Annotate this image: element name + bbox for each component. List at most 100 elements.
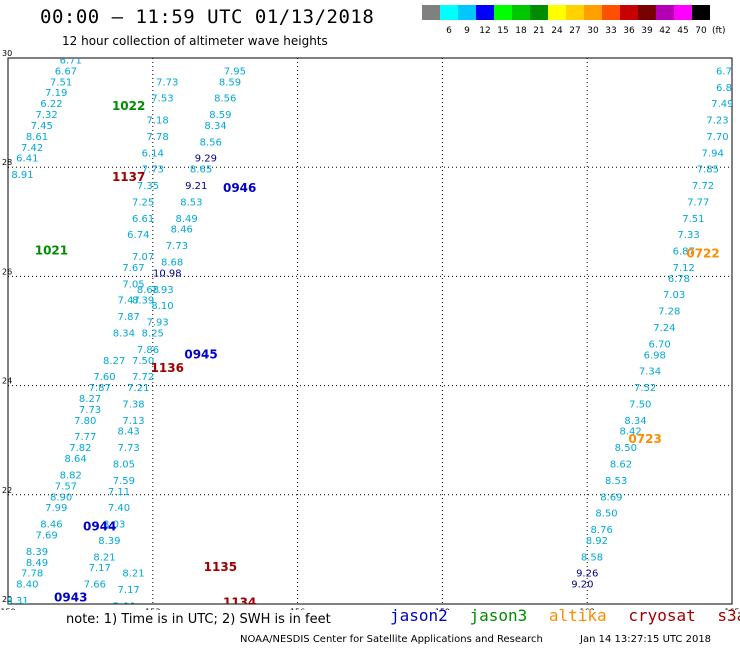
wave-height-value: 8.21: [93, 552, 115, 563]
wave-height-value: 7.72: [692, 181, 714, 192]
wave-height-value: 8.39: [132, 296, 154, 307]
wave-height-value: 7.28: [658, 307, 680, 318]
wave-height-value: 8.39: [26, 547, 48, 558]
page-subtitle: 12 hour collection of altimeter wave hei…: [62, 34, 328, 48]
wave-height-value: 8.76: [591, 525, 613, 536]
track-time-label: 0943: [54, 590, 87, 604]
colorbar-swatch: [656, 5, 674, 20]
legend-cryosat: cryosat: [628, 606, 696, 625]
x-tick-label: 153: [145, 608, 160, 610]
colorbar-swatch: [548, 5, 566, 20]
wave-height-value: 8.98: [243, 6, 265, 17]
wave-height-value: 7.13: [122, 416, 144, 427]
track-time-label: 1134: [223, 596, 256, 610]
colorbar-swatch: [674, 5, 692, 20]
wave-height-value: 7.73: [166, 241, 188, 252]
wave-height-value: 6.93: [64, 23, 86, 34]
wave-height-value: 8.10: [151, 301, 173, 312]
wave-height-value: 8.91: [11, 170, 33, 181]
wave-height-value: 6.61: [132, 214, 154, 225]
track-time-label: 0946: [223, 181, 256, 195]
colorbar-swatch: [440, 5, 458, 20]
wave-height-value: 7.38: [122, 399, 144, 410]
y-tick-label: 28: [2, 158, 12, 167]
wave-height-value: 8.69: [600, 492, 622, 503]
wave-height-value: 8.90: [50, 492, 72, 503]
wave-height-map: 1501531561591621652022242628308.318.407.…: [0, 0, 740, 610]
wave-height-value: 8.34: [113, 328, 135, 339]
colorbar-label: 24: [551, 26, 563, 36]
wave-height-value: 8.49: [175, 214, 197, 225]
wave-height-value: 7.24: [653, 323, 675, 334]
y-tick-label: 26: [2, 267, 12, 276]
colorbar-swatch: [566, 5, 584, 20]
colorbar-label: 36: [623, 26, 635, 36]
wave-height-value: 8.53: [605, 476, 627, 487]
wave-height-value: 7.17: [118, 585, 140, 596]
wave-height-value: 7.42: [21, 143, 43, 154]
wave-height-value: 8.05: [113, 460, 135, 471]
colorbar-label: 70: [695, 26, 707, 36]
wave-height-value: 8.59: [209, 110, 231, 121]
timestamp: Jan 14 13:27:15 UTC 2018: [580, 634, 712, 645]
wave-height-value: 7.73: [142, 165, 164, 176]
track-time-label: 1137: [112, 170, 145, 184]
wave-height-value: 6.74: [127, 230, 149, 241]
colorbar-label: 39: [641, 26, 653, 36]
wave-height-value: 6.14: [142, 148, 164, 159]
wave-height-value: 8.58: [581, 552, 603, 563]
wave-height-value: 7.17: [69, 6, 91, 17]
wave-height-value: 7.82: [69, 443, 91, 454]
wave-height-value: 7.66: [84, 580, 106, 591]
wave-height-value: 8.39: [98, 536, 120, 547]
wave-height-value: 7.59: [113, 476, 135, 487]
wave-height-value: 7.70: [706, 132, 728, 143]
wave-height-value: 8.68: [161, 257, 183, 268]
colorbar-swatch: [422, 5, 440, 20]
wave-height-value: 7.52: [634, 383, 656, 394]
wave-height-value: 7.40: [108, 503, 130, 514]
wave-height-value: 7.23: [706, 116, 728, 127]
colorbar-swatch: [584, 5, 602, 20]
colorbar-label: 18: [515, 26, 527, 36]
wave-height-value: 8.82: [60, 470, 82, 481]
colorbar-swatch: [512, 5, 530, 20]
footnote: note: 1) Time is in UTC; 2) SWH is in fe…: [66, 612, 331, 627]
wave-height-value: 7.60: [93, 372, 115, 383]
wave-height-value: 7.93: [146, 318, 168, 329]
y-tick-label: 24: [2, 377, 12, 386]
wave-height-value: 8.56: [200, 137, 222, 148]
wave-height-value: 8.34: [624, 416, 646, 427]
x-tick-label: 159: [435, 608, 450, 610]
colorbar-label: 42: [659, 26, 670, 36]
wave-height-value: 7.32: [35, 110, 57, 121]
colorbar-label: 15: [497, 26, 508, 36]
track-time-label: 1136: [151, 361, 184, 375]
wave-height-value: 7.07: [132, 252, 154, 263]
wave-height-value: 8.50: [615, 443, 637, 454]
wave-height-value: 7.05: [122, 279, 144, 290]
wave-height-value: 9.46: [248, 0, 270, 1]
wave-height-value: 8.60: [233, 34, 255, 45]
wave-height-value: 7.33: [677, 230, 699, 241]
wave-height-value: 6.98: [644, 350, 666, 361]
wave-height-value: 7.78: [146, 132, 168, 143]
wave-height-value: 6.72: [726, 34, 740, 45]
wave-height-value: 6.71: [716, 66, 738, 77]
colorbar-label: 45: [677, 26, 688, 36]
wave-height-value: 7.18: [146, 116, 168, 127]
colorbar-swatch: [494, 5, 512, 20]
wave-height-value: 8.42: [620, 427, 642, 438]
legend-altika: altika: [548, 606, 607, 625]
wave-height-value: 9.29: [195, 154, 217, 165]
wave-height-value: 8.53: [180, 197, 202, 208]
wave-height-value: 7.17: [89, 563, 111, 574]
wave-height-value: 7.49: [711, 99, 733, 110]
x-tick-label: 162: [580, 608, 595, 610]
track-0723: 9.209.26 8.58 8.928.76 8.50 8.69 8.53 8.62 8.50…: [571, 34, 740, 591]
wave-height-value: 8.34: [204, 121, 226, 132]
colorbar-label: 12: [479, 26, 490, 36]
track-time-label: 1135: [204, 560, 237, 574]
wave-height-value: 7.67: [122, 263, 144, 274]
wave-height-value: 7.50: [132, 356, 154, 367]
